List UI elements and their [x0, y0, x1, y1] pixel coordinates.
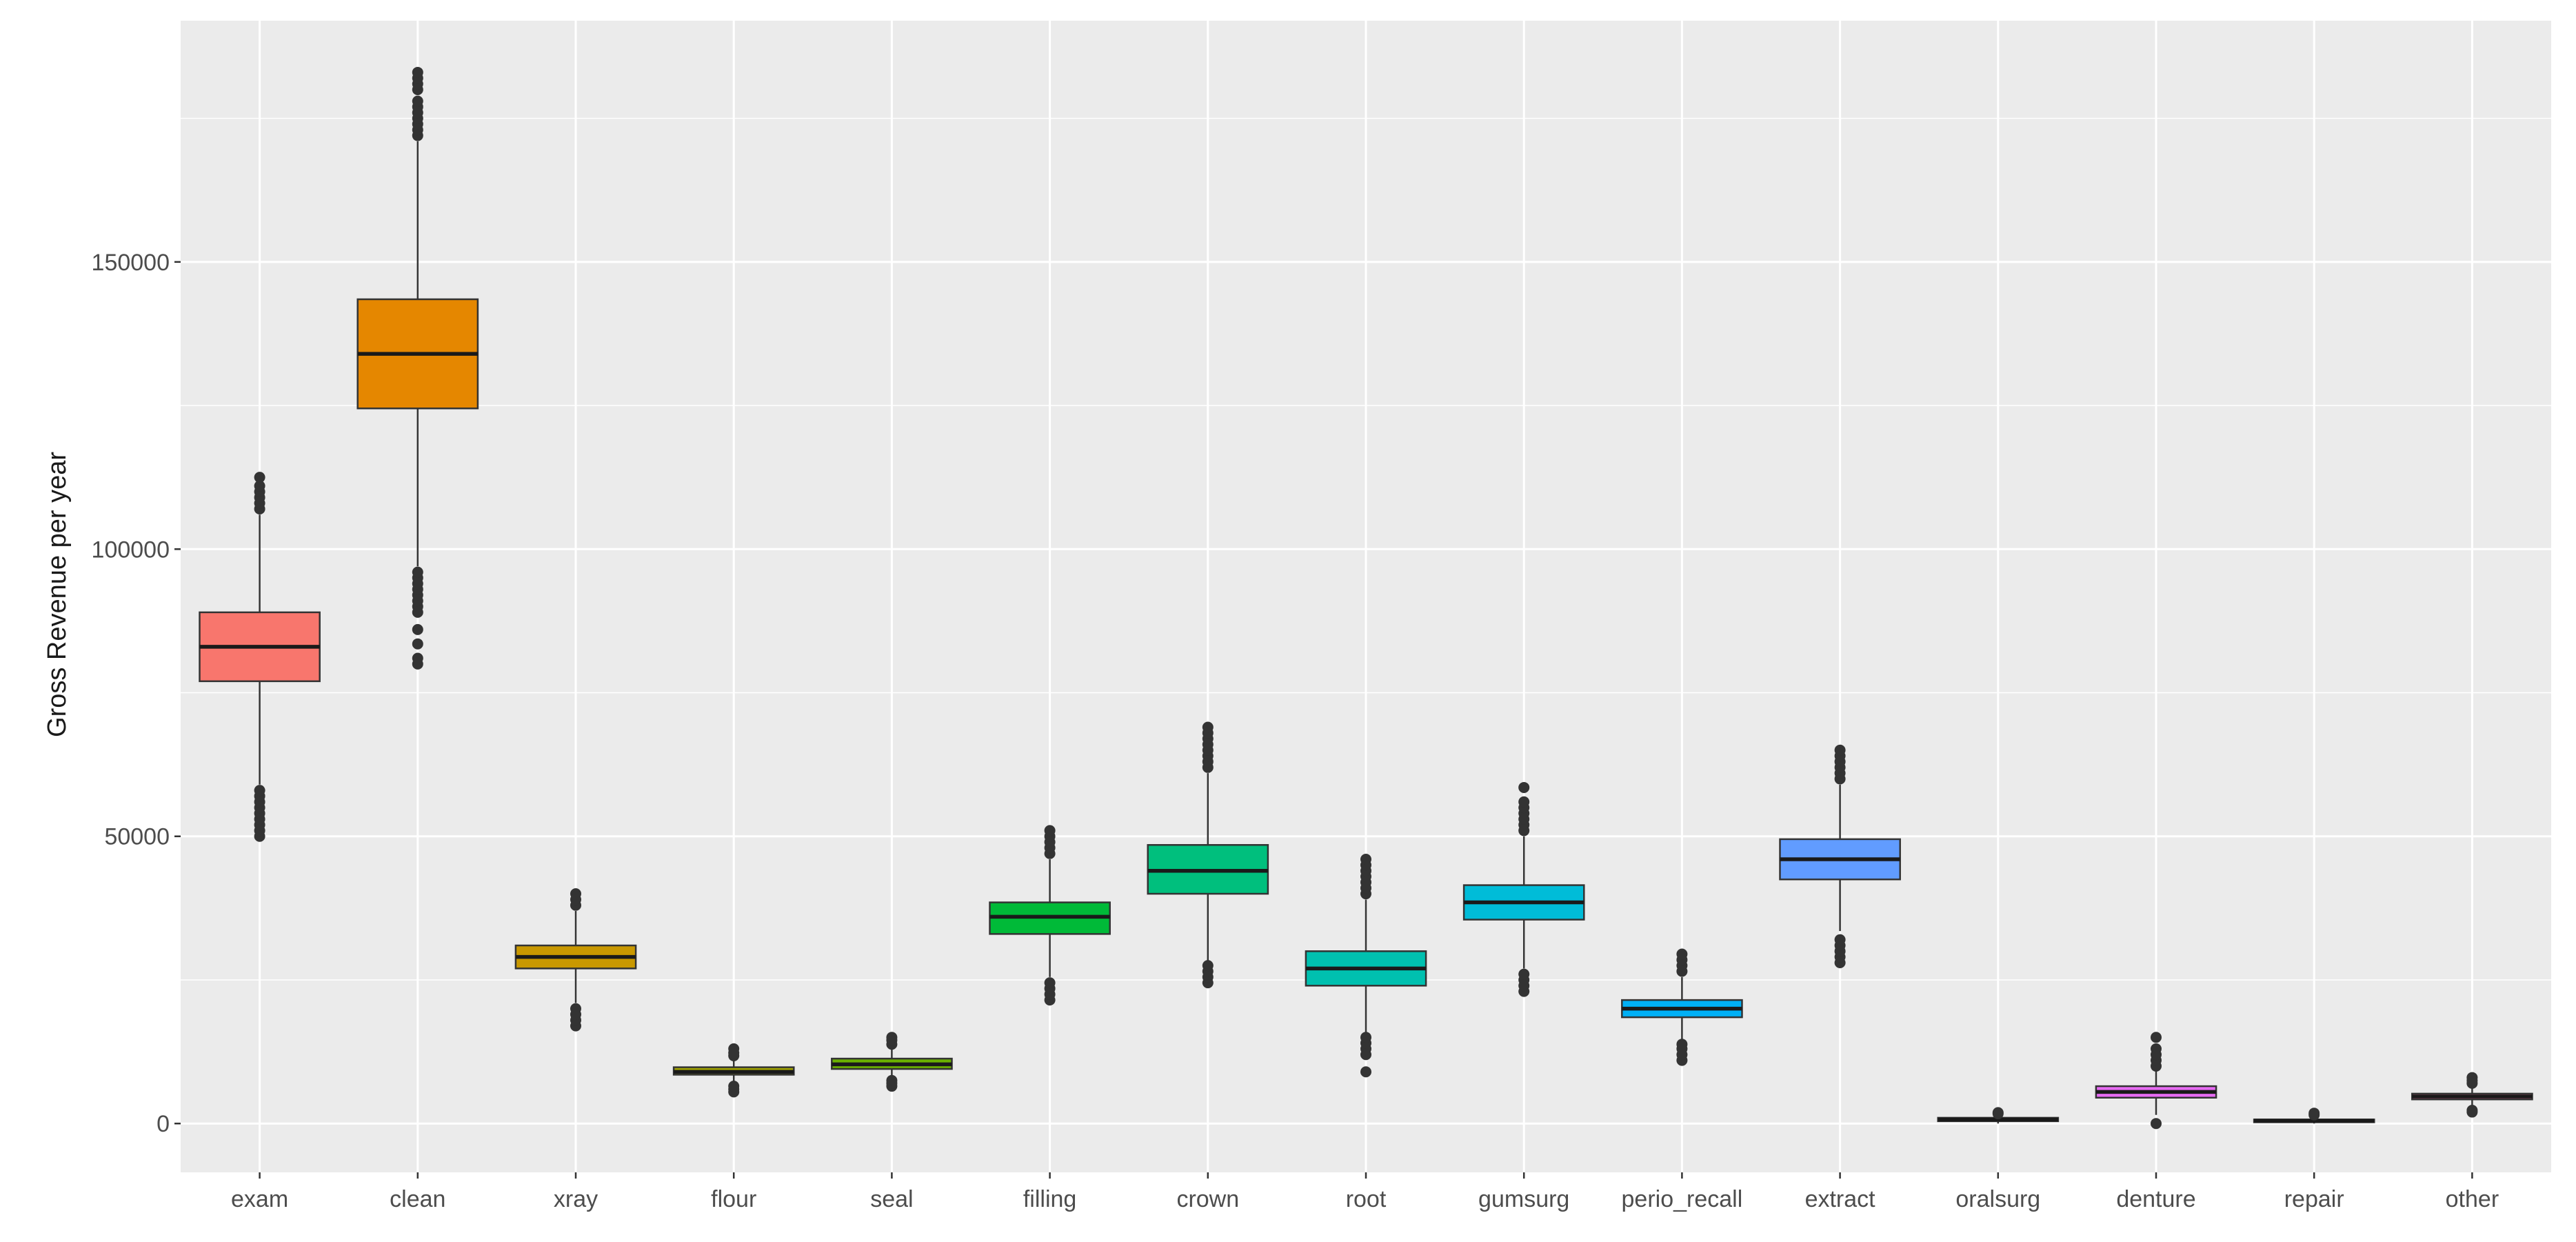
- outlier-point: [2151, 1032, 2162, 1043]
- outlier-point: [254, 785, 265, 797]
- box-gumsurg: [1462, 781, 1585, 997]
- box-seal: [831, 1032, 953, 1092]
- outlier-point: [1834, 934, 1846, 945]
- x-tick-label-flour: flour: [711, 1186, 756, 1212]
- box-repair: [2253, 1108, 2375, 1124]
- x-tick-label-seal: seal: [870, 1186, 913, 1212]
- outlier-point: [886, 1074, 898, 1086]
- outlier-point: [1518, 968, 1530, 980]
- outlier-point: [412, 623, 423, 635]
- x-tick-label-perio_recall: perio_recall: [1622, 1186, 1743, 1212]
- box-extract: [1779, 744, 1901, 968]
- outlier-point: [412, 566, 423, 578]
- x-tick-label-exam: exam: [231, 1186, 288, 1212]
- outlier-point: [1202, 721, 1214, 733]
- outlier-point: [412, 652, 423, 664]
- outlier-point: [2151, 1043, 2162, 1054]
- x-tick-label-extract: extract: [1805, 1186, 1876, 1212]
- x-tick-label-crown: crown: [1176, 1186, 1239, 1212]
- outlier-point: [1834, 744, 1846, 756]
- x-tick-label-repair: repair: [2284, 1186, 2344, 1212]
- x-tick-label-gumsurg: gumsurg: [1478, 1186, 1569, 1212]
- box-marks: [199, 66, 2533, 1130]
- box-denture: [2095, 1032, 2217, 1130]
- x-tick-label-xray: xray: [554, 1186, 598, 1212]
- x-tick-label-denture: denture: [2116, 1186, 2195, 1212]
- y-tick-label: 50000: [104, 824, 170, 850]
- outlier-point: [1360, 854, 1371, 865]
- x-tick-label-oralsurg: oralsurg: [1955, 1186, 2040, 1212]
- box-filling: [989, 825, 1111, 1006]
- outlier-point: [1992, 1107, 2004, 1119]
- outlier-point: [1360, 1066, 1371, 1078]
- outlier-point: [728, 1081, 740, 1092]
- y-tick-label: 100000: [92, 537, 170, 563]
- outlier-point: [570, 1003, 581, 1014]
- outlier-point: [1360, 1032, 1371, 1043]
- outlier-point: [254, 480, 265, 492]
- y-axis-label: Gross Revenue per year: [43, 452, 72, 737]
- outlier-point: [2308, 1108, 2320, 1119]
- box-other: [2411, 1072, 2533, 1118]
- x-tick-label-root: root: [1346, 1186, 1387, 1212]
- box-xray: [514, 888, 637, 1032]
- outlier-point: [1676, 1039, 1688, 1050]
- outlier-point: [1518, 781, 1530, 793]
- outlier-point: [1518, 796, 1530, 808]
- outlier-point: [1202, 960, 1214, 972]
- outlier-point: [886, 1032, 898, 1043]
- outlier-point: [412, 638, 423, 650]
- outlier-point: [570, 888, 581, 900]
- box-clean: [356, 66, 479, 670]
- box-oralsurg: [1937, 1107, 2060, 1124]
- outlier-point: [2466, 1105, 2478, 1116]
- outlier-point: [2151, 1118, 2162, 1130]
- box-perio_recall: [1621, 948, 1743, 1066]
- axes: 0 50000 100000 150000 exam clean xray flour seal…: [92, 250, 2499, 1212]
- outlier-point: [1044, 977, 1056, 989]
- outlier-point: [2466, 1072, 2478, 1083]
- box-flour: [672, 1043, 795, 1098]
- outlier-point: [728, 1043, 740, 1054]
- box-crown: [1147, 721, 1269, 989]
- box-root: [1305, 854, 1427, 1078]
- outlier-point: [254, 472, 265, 483]
- y-tick-label: 150000: [92, 250, 170, 276]
- x-tick-label-filling: filling: [1023, 1186, 1076, 1212]
- outlier-point: [412, 66, 423, 78]
- x-tick-label-clean: clean: [390, 1186, 445, 1212]
- box-exam: [199, 472, 321, 842]
- y-tick-label: 0: [157, 1111, 170, 1137]
- outlier-point: [1044, 825, 1056, 837]
- outlier-point: [412, 95, 423, 107]
- x-tick-label-other: other: [2446, 1186, 2499, 1212]
- outlier-point: [1676, 948, 1688, 960]
